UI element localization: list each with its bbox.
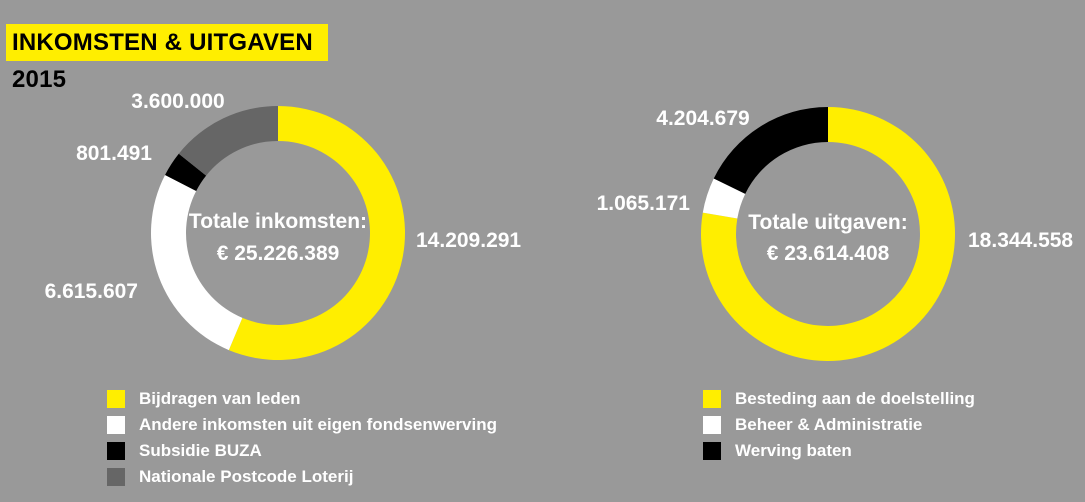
slice-value-label: 4.204.679 <box>656 107 749 130</box>
legend-label: Nationale Postcode Loterij <box>139 467 354 486</box>
legend-uitgaven: Besteding aan de doelstelling Beheer & Ad… <box>703 386 975 464</box>
legend-item: Beheer & Administratie <box>703 412 975 438</box>
legend-swatch <box>703 442 721 460</box>
legend-label: Besteding aan de doelstelling <box>735 389 975 408</box>
donut-uitgaven: 18.344.558 1.065.171 4.204.679 Totale uitga… <box>597 107 1073 362</box>
legend-inkomsten: Bijdragen van leden Andere inkomsten uit … <box>107 386 497 490</box>
legend-item: Andere inkomsten uit eigen fondsenwervin… <box>107 412 497 438</box>
legend-label: Bijdragen van leden <box>139 389 301 408</box>
legend-label: Beheer & Administratie <box>735 415 923 434</box>
legend-item: Werving baten <box>703 438 975 464</box>
slice-value-label: 18.344.558 <box>968 229 1073 252</box>
donut-inkomsten: 14.209.291 6.615.607 801.491 3.600.000 Total… <box>45 90 521 361</box>
center-label-title: Totale inkomsten: <box>189 210 367 233</box>
slice-value-label: 1.065.171 <box>597 192 691 215</box>
chart-title: INKOMSTEN & UITGAVEN 2015 <box>6 24 328 93</box>
slice-werving-baten <box>713 107 828 194</box>
legend-item: Nationale Postcode Loterij <box>107 464 497 490</box>
slice-value-label: 3.600.000 <box>131 90 224 113</box>
legend-swatch <box>107 468 125 486</box>
slice-nationale-postcode-loterij <box>178 106 278 176</box>
slice-value-label: 14.209.291 <box>416 229 521 252</box>
center-label-total: € 23.614.408 <box>767 242 890 265</box>
center-label-total: € 25.226.389 <box>217 242 340 265</box>
slice-value-label: 801.491 <box>76 142 152 165</box>
legend-swatch <box>107 390 125 408</box>
legend-label: Werving baten <box>735 441 852 460</box>
slice-value-label: 6.615.607 <box>45 280 138 303</box>
legend-item: Bijdragen van leden <box>107 386 497 412</box>
legend-swatch <box>703 416 721 434</box>
legend-label: Subsidie BUZA <box>139 441 262 460</box>
legend-swatch <box>703 390 721 408</box>
legend-item: Subsidie BUZA <box>107 438 497 464</box>
slice-bijdragen-van-leden <box>228 106 406 361</box>
slice-beheer-and-administratie <box>702 178 746 219</box>
legend-label: Andere inkomsten uit eigen fondsenwervin… <box>139 415 497 434</box>
slice-andere-inkomsten-uit-eigen-fondsenwerving <box>151 174 243 351</box>
legend-item: Besteding aan de doelstelling <box>703 386 975 412</box>
legend-swatch <box>107 442 125 460</box>
slice-subsidie-buza <box>165 153 207 191</box>
legend-swatch <box>107 416 125 434</box>
center-label-title: Totale uitgaven: <box>748 211 907 234</box>
